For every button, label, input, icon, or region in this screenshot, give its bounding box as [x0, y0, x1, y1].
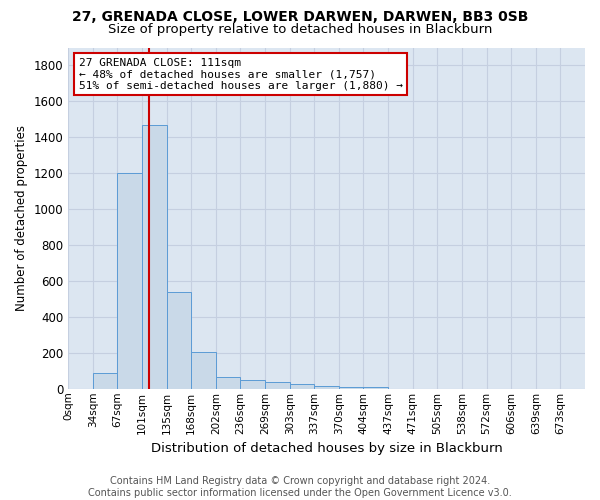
Bar	[216, 377, 241, 389]
Bar	[167, 292, 191, 389]
Bar	[314, 386, 339, 389]
Bar	[265, 382, 290, 389]
Bar	[142, 124, 167, 389]
X-axis label: Distribution of detached houses by size in Blackburn: Distribution of detached houses by size …	[151, 442, 502, 455]
Bar	[241, 380, 265, 389]
Bar	[364, 388, 388, 389]
Bar	[339, 387, 364, 389]
Text: 27, GRENADA CLOSE, LOWER DARWEN, DARWEN, BB3 0SB: 27, GRENADA CLOSE, LOWER DARWEN, DARWEN,…	[72, 10, 528, 24]
Bar	[93, 372, 118, 389]
Text: Size of property relative to detached houses in Blackburn: Size of property relative to detached ho…	[108, 22, 492, 36]
Bar	[118, 173, 142, 389]
Text: Contains HM Land Registry data © Crown copyright and database right 2024.
Contai: Contains HM Land Registry data © Crown c…	[88, 476, 512, 498]
Bar	[191, 352, 216, 389]
Text: 27 GRENADA CLOSE: 111sqm
← 48% of detached houses are smaller (1,757)
51% of sem: 27 GRENADA CLOSE: 111sqm ← 48% of detach…	[79, 58, 403, 91]
Bar	[290, 384, 314, 389]
Y-axis label: Number of detached properties: Number of detached properties	[15, 125, 28, 311]
